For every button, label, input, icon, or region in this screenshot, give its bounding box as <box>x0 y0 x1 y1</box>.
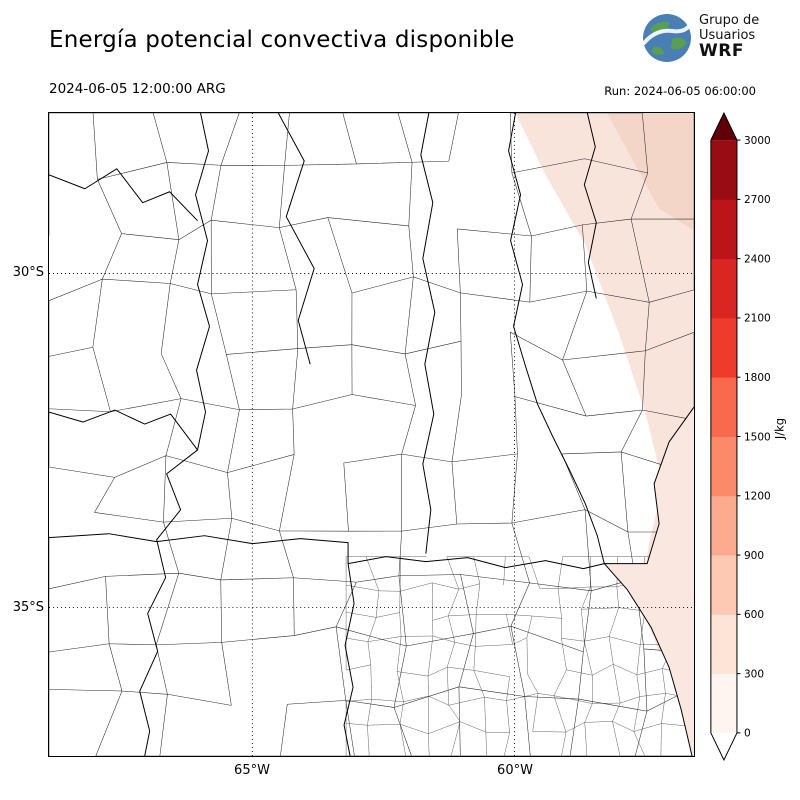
colorbar-tick-label: 3000 <box>744 135 771 147</box>
logo-line-3: WRF <box>699 41 744 61</box>
map-canvas <box>49 113 694 756</box>
colorbar-segment <box>710 199 737 260</box>
department-boundaries <box>49 113 694 756</box>
colorbar-tick-label: 2700 <box>744 194 771 206</box>
colorbar-tick-label: 1500 <box>744 431 771 443</box>
colorbar-over-arrow <box>710 113 737 141</box>
water-mask <box>604 407 694 756</box>
colorbar-tick-label: 900 <box>744 550 764 562</box>
colorbar-tick-label: 2100 <box>744 313 771 325</box>
colorbar-tick-label: 300 <box>744 668 764 680</box>
colorbar-segment <box>710 377 737 437</box>
logo-line-1: Grupo de <box>699 13 760 28</box>
colorbar-segment <box>710 614 737 675</box>
department-mesh <box>49 113 694 756</box>
colorbar-unit-label: J/kg <box>772 417 787 440</box>
page-title: Energía potencial convectiva disponible <box>49 27 515 53</box>
wrf-logo-text: Grupo de Usuarios WRF <box>699 13 760 61</box>
colorbar-under-arrow <box>710 732 737 760</box>
colorbar-tick-label: 2400 <box>744 253 771 265</box>
colorbar-segment <box>710 673 737 734</box>
valid-time-label: 2024-06-05 12:00:00 ARG <box>49 81 226 97</box>
lat-label-35s: 35°S <box>12 600 44 615</box>
colorbar-segment <box>710 258 737 319</box>
map-panel <box>48 112 695 757</box>
colorbar-tick-label: 1200 <box>744 491 771 503</box>
lat-label-30s: 30°S <box>12 265 44 280</box>
cape-shade-region <box>607 113 694 231</box>
colorbar-tick-label: 0 <box>744 728 751 740</box>
colorbar: 0 300 600 900 1200 1500 1800 2100 2400 2700 3000 <box>710 111 771 762</box>
cape-shading <box>515 113 694 670</box>
run-time-label: Run: 2024-06-05 06:00:00 <box>604 84 756 98</box>
colorbar-segment <box>710 495 737 556</box>
colorbar-segment <box>710 140 737 200</box>
lon-label-60w: 60°W <box>497 763 533 778</box>
logo-line-2: Usuarios <box>699 28 756 43</box>
lon-label-65w: 65°W <box>234 763 270 778</box>
colorbar-segment <box>710 436 737 497</box>
colorbar-segment <box>710 317 737 378</box>
globe-icon <box>642 14 693 62</box>
cape-shade-region <box>515 113 694 670</box>
colorbar-tick-label: 600 <box>744 609 764 621</box>
colorbar-tick-label: 1800 <box>744 372 771 384</box>
province-borders <box>49 113 694 756</box>
colorbar-segment <box>710 555 737 615</box>
